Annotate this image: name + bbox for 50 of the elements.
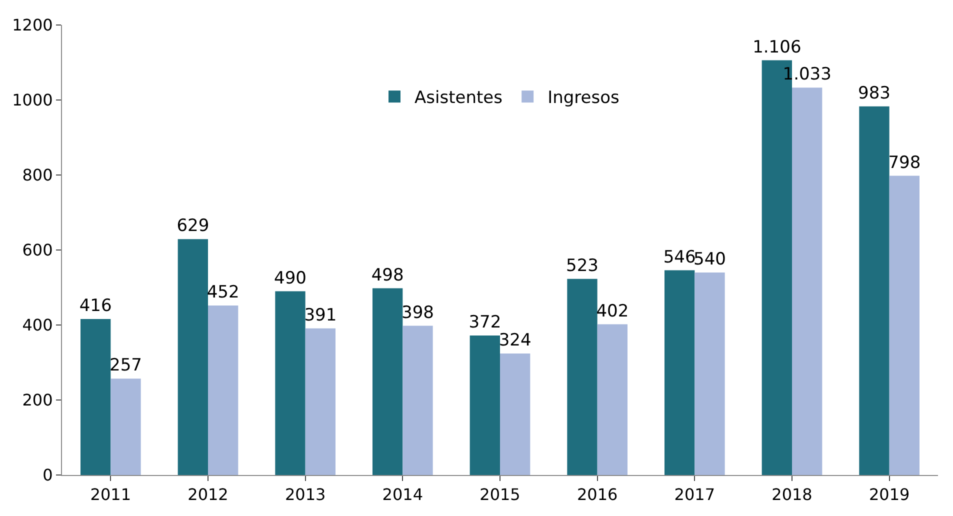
y-tick-label: 1200 [12, 16, 53, 35]
data-label: 629 [176, 216, 210, 236]
x-tick-label: 2011 [90, 485, 132, 504]
x-tick-label: 2015 [480, 485, 520, 504]
bar [80, 319, 111, 475]
bar [110, 378, 141, 475]
y-tick-label: 200 [22, 390, 53, 410]
bar [567, 278, 598, 475]
data-label: 498 [371, 265, 404, 286]
data-label: 324 [498, 330, 532, 350]
bar [597, 324, 628, 475]
data-label: 546 [663, 247, 696, 268]
x-tick-label: 2016 [576, 485, 618, 504]
y-tick-label: 800 [22, 166, 53, 185]
x-tick-label: 2017 [674, 485, 716, 504]
bar [792, 88, 822, 475]
bar [402, 326, 433, 475]
bar [500, 354, 530, 475]
data-label: 398 [402, 302, 434, 323]
bar [305, 328, 336, 475]
data-label: 490 [274, 268, 306, 288]
bar [275, 291, 306, 475]
data-label: 372 [468, 312, 502, 332]
y-tick-label: 600 [22, 240, 53, 260]
bar [470, 336, 500, 475]
data-label: 798 [888, 152, 921, 173]
x-tick-label: 2014 [382, 485, 424, 504]
x-tick-label: 2018 [772, 485, 812, 504]
bar [859, 106, 890, 475]
x-tick-label: 2013 [284, 485, 326, 504]
y-tick-label: 1000 [12, 90, 53, 110]
data-label: 391 [304, 305, 337, 326]
data-label: 523 [566, 256, 598, 276]
x-tick-label: 2019 [868, 485, 910, 504]
y-tick-label: 400 [22, 316, 53, 335]
data-label: 983 [858, 83, 890, 104]
bar [208, 306, 238, 475]
y-tick-label: 0 [42, 466, 53, 485]
bar [694, 272, 725, 475]
bar [178, 239, 208, 475]
data-label: 416 [79, 296, 112, 316]
data-label: 1.106 [752, 37, 802, 58]
bar [372, 288, 403, 475]
x-tick-label: 2012 [188, 485, 228, 504]
bar [889, 176, 920, 475]
legend-label: Asistentes [414, 88, 503, 108]
data-label: 540 [694, 250, 726, 270]
legend-label: Ingresos [548, 88, 620, 108]
bar [664, 270, 695, 475]
data-label: 257 [110, 356, 142, 376]
